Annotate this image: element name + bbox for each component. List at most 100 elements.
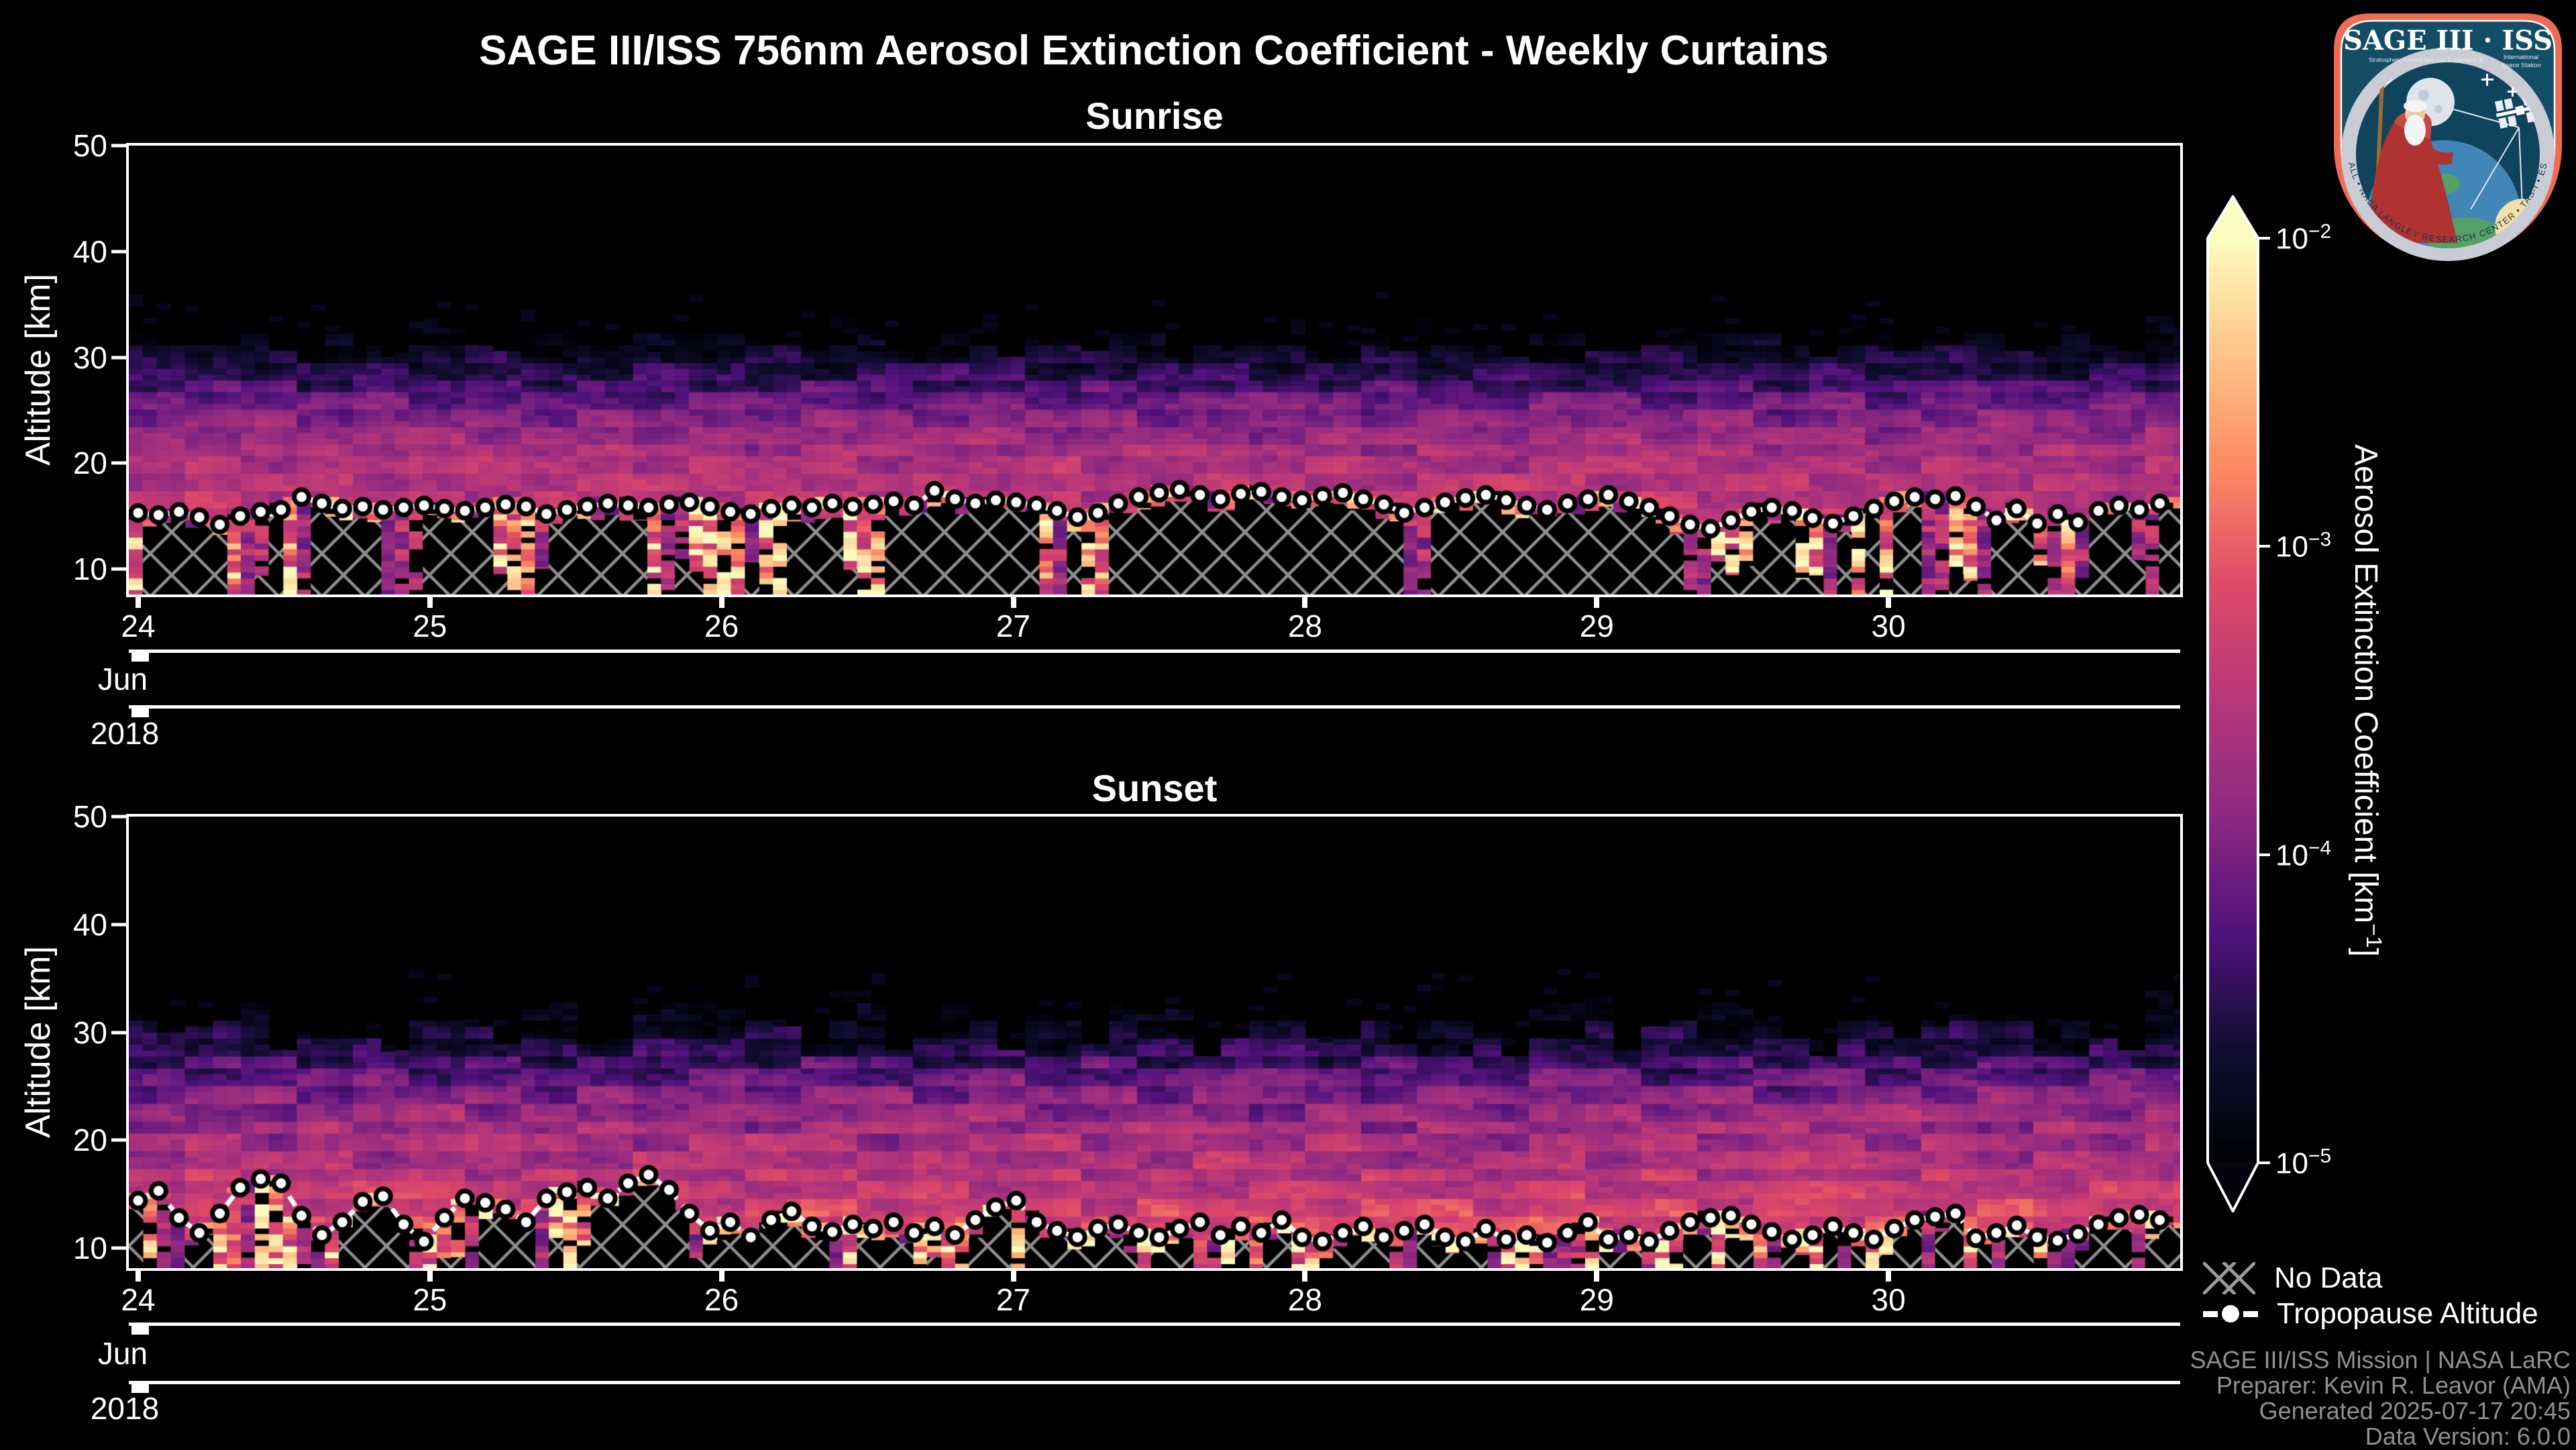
x-tick-mark [1010,594,1016,608]
legend-row-no-data: No Data [2203,1261,2382,1295]
sunset-month-label: Jun [97,1336,148,1371]
y-tick-label: 10 [72,1231,107,1265]
x-tick-label: 27 [996,1282,1031,1317]
x-tick-label: 29 [1579,609,1614,643]
patch-title: SAGE III · ISS [2343,25,2553,56]
x-tick-mark [1010,1268,1016,1282]
y-tick-label: 50 [72,128,107,163]
mission-patch-logo: SAGE III · ISS Stratospheric Aerosol and… [2330,8,2562,261]
colorbar-tick-mark [2258,237,2270,240]
y-tick-label: 30 [72,1015,107,1050]
x-tick-mark [718,594,724,608]
colorbar-label-close-bracket: ] [2348,947,2383,957]
y-tick-label: 40 [72,907,107,942]
colorbar-label-superscript: −1 [2362,923,2386,948]
x-tick-mark [1302,594,1308,608]
legend-row-tropopause: Tropopause Altitude [2203,1297,2538,1331]
patch-subtitle-right-2: Space Station [2501,62,2540,69]
colorbar-label-text: Aerosol Extinction Coefficient [km [2348,444,2383,924]
colorbar-axis-label: Aerosol Extinction Coefficient [km−1] [2347,444,2386,957]
y-tick-mark [111,461,129,465]
x-tick-mark [1302,1268,1308,1282]
x-tick-label: 27 [996,609,1031,643]
sunset-heatmap-canvas [129,817,2180,1268]
footer-credits: SAGE III/ISS Mission | NASA LaRC Prepare… [2190,1347,2571,1449]
month-axis-line [129,650,2180,653]
wizard-robe [2367,121,2457,243]
colorbar-lower-arrow [2208,1163,2258,1211]
year-axis-line [129,705,2180,709]
y-tick-label: 50 [72,799,107,834]
colorbar-tick-mark [2258,545,2270,548]
x-tick-mark [135,1268,141,1282]
sunrise-month-label: Jun [97,662,148,696]
x-tick-mark [1886,594,1892,608]
wizard-beard [2404,115,2426,146]
footer-mission: SAGE III/ISS Mission | NASA LaRC [2190,1346,2571,1374]
x-tick-mark [427,1268,433,1282]
x-tick-label: 24 [121,609,156,643]
year-axis-tick [131,709,149,717]
x-tick-label: 29 [1579,1282,1614,1317]
x-tick-label: 25 [413,609,447,643]
colorbar-tick-mark [2258,853,2270,856]
x-tick-mark [427,594,433,608]
x-tick-label: 25 [413,1282,447,1317]
sunset-year-label: 2018 [90,1391,160,1426]
x-tick-label: 28 [1287,609,1322,643]
colorbar-tick-label: 10−4 [2275,837,2332,872]
sunrise-year-label: 2018 [90,716,160,751]
colorbar-tick-mark [2258,1161,2270,1164]
colorbar [2206,195,2259,1212]
y-tick-label: 30 [72,340,107,375]
patch-subtitle-right-1: International [2504,54,2538,61]
month-axis-line [129,1323,2180,1326]
colorbar-upper-arrow [2208,197,2258,238]
y-tick-mark [111,923,129,927]
year-axis-tick [131,1384,149,1393]
tropopause-marker-icon [2203,1305,2258,1323]
colorbar-tick-label: 10−2 [2275,220,2332,256]
page-title: SAGE III/ISS 756nm Aerosol Extinction Co… [478,28,1829,74]
x-tick-mark [135,594,141,608]
y-tick-mark [111,356,129,359]
footer-generated: Generated 2025-07-17 20:45 [2259,1397,2571,1425]
x-tick-label: 28 [1287,1282,1322,1317]
y-tick-mark [111,1246,129,1250]
footer-preparer: Preparer: Kevin R. Leavor (AMA) [2216,1371,2571,1399]
y-tick-label: 10 [72,552,107,586]
panel-title-sunset: Sunset [1091,767,1218,809]
x-tick-mark [718,1268,724,1282]
y-tick-mark [111,815,129,819]
colorbar-gradient-bar [2208,238,2258,1163]
y-tick-mark [111,1031,129,1034]
colorbar-tick-label: 10−5 [2275,1145,2332,1180]
x-tick-mark [1594,1268,1600,1282]
month-axis-tick [131,653,149,662]
x-tick-label: 26 [704,609,739,643]
patch-subtitle-left: Stratospheric Aerosol and Gas Experiment… [2369,56,2483,63]
sunrise-heatmap-canvas [129,146,2180,594]
x-tick-label: 24 [121,1282,156,1317]
x-tick-label: 30 [1871,1282,1906,1317]
y-tick-mark [111,1138,129,1142]
year-axis-line [129,1381,2180,1384]
x-tick-label: 26 [704,1282,739,1317]
y-tick-mark [111,567,129,571]
x-tick-mark [1886,1268,1892,1282]
y-tick-label: 40 [72,234,107,269]
y-tick-mark [111,250,129,254]
x-tick-label: 30 [1871,609,1906,643]
footer-data-version: Data Version: 6.0.0 [2365,1422,2571,1450]
y-tick-label: 20 [72,446,107,481]
colorbar-tick-label: 10−3 [2275,529,2332,564]
month-axis-tick [131,1326,149,1335]
y-tick-mark [111,144,129,148]
y-tick-label: 20 [72,1123,107,1158]
no-data-hatch-icon [2203,1262,2255,1294]
x-tick-mark [1594,594,1600,608]
legend-label-no-data: No Data [2274,1261,2383,1294]
panel-title-sunrise: Sunrise [1085,95,1224,137]
legend-label-tropopause: Tropopause Altitude [2277,1297,2538,1330]
